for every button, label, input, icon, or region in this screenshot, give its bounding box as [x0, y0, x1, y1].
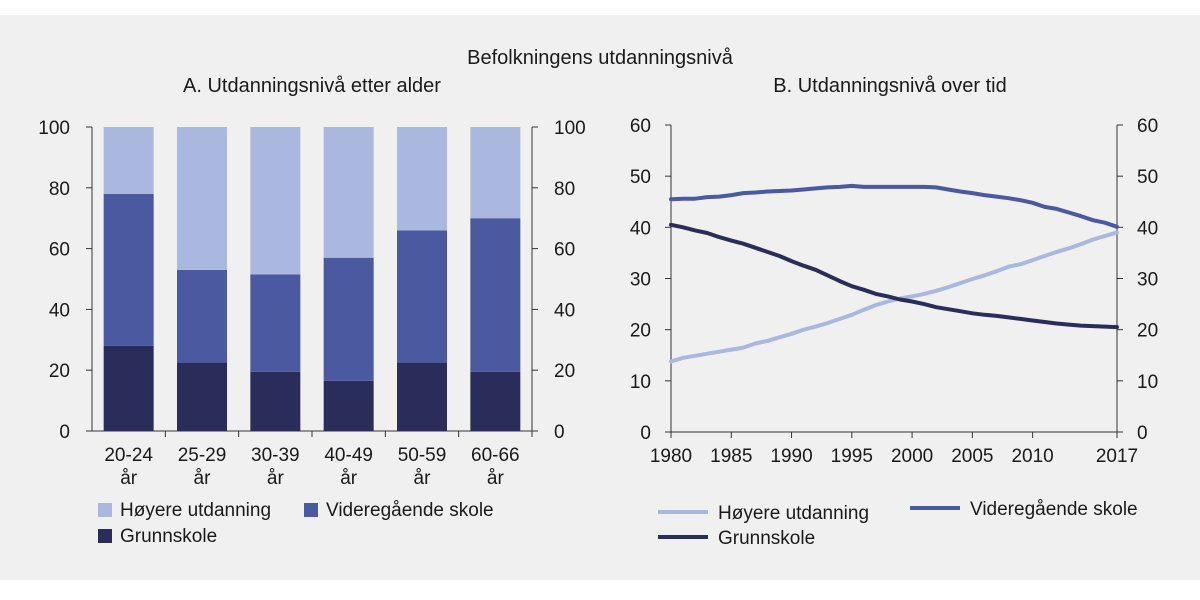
legend-label: Videregående skole: [970, 499, 1138, 520]
panel-a-category-label: 50-59: [398, 445, 447, 466]
panel-a-ytick-label-left: 0: [59, 422, 70, 443]
panel-a-ytick-label-right: 0: [554, 422, 565, 443]
panel-a-ytick-label-right: 20: [554, 361, 575, 382]
bar-videregaende: [397, 230, 447, 363]
panel-b-xtick-label: 1995: [831, 446, 873, 467]
panel-b-ytick-label-right: 0: [1137, 423, 1148, 444]
panel-a-category-label: 60-66: [471, 445, 520, 466]
panel-a: A. Utdanningsnivå etter alder 0 0 20 20 40 40…: [38, 75, 585, 547]
panel-a-ytick-label-left: 100: [38, 118, 70, 139]
panel-a-category-label: år: [340, 468, 358, 489]
bar-videregaende: [250, 274, 301, 372]
panel-a-ytick-label-right: 80: [554, 179, 575, 200]
panel-a-ytick-label-left: 40: [49, 300, 70, 321]
panel-a-category-label: år: [487, 468, 505, 489]
bar-grunnskole: [177, 362, 227, 431]
panel-a-category-label: 20-24: [104, 445, 153, 466]
legend-label: Grunnskole: [120, 526, 217, 547]
panel-a-category-label: 25-29: [178, 445, 227, 466]
panel-b-legend: Høyere utdanning Videregående skole Grunns…: [658, 499, 1138, 549]
panel-b-xtick-label: 2017: [1096, 446, 1138, 467]
panel-b-ytick-label-right: 20: [1137, 321, 1158, 342]
panel-b-xtick-label: 2010: [1011, 446, 1053, 467]
panel-b-ytick-label-left: 40: [630, 218, 651, 239]
panel-a-ytick-label-left: 80: [49, 179, 70, 200]
legend-swatch: [98, 503, 112, 517]
panel-b-ytick-label-left: 30: [630, 270, 651, 291]
legend-swatch: [304, 503, 318, 517]
bar-videregaende: [103, 193, 154, 346]
line-grunnskole: [669, 222, 1119, 330]
panel-a-category-label: år: [194, 468, 212, 489]
panel-a-ytick-label-left: 60: [49, 240, 70, 261]
panel-b-ytick-label-left: 0: [640, 423, 651, 444]
panel-a-category-label: år: [120, 468, 138, 489]
panel-a-category-label: 40-49: [324, 445, 373, 466]
panel-b-xtick-label: 2005: [951, 446, 993, 467]
legend-label: Grunnskole: [718, 528, 815, 549]
panel-b-ticks: 0 0 10 10 20 20 30 30 40 40 50 50 60 60 1980 1985 1990 19…: [630, 116, 1158, 467]
panel-b-ytick-label-right: 30: [1137, 270, 1158, 291]
panel-b-xtick-label: 1980: [650, 446, 692, 467]
bar-videregaende: [323, 257, 374, 381]
panel-a-axes: [86, 126, 538, 437]
panel-b-ytick-label-right: 50: [1137, 167, 1158, 188]
bar-hoyere: [103, 127, 154, 194]
bar-grunnskole: [470, 371, 521, 431]
panel-b-ytick-label-left: 50: [630, 167, 651, 188]
bar-hoyere: [397, 127, 447, 231]
panel-a-legend: Høyere utdanning Videregående skole Grunns…: [98, 500, 494, 547]
panel-a-title: A. Utdanningsnivå etter alder: [183, 75, 441, 97]
panel-b-ytick-label-left: 10: [630, 372, 651, 393]
panel-b-ytick-label-right: 40: [1137, 218, 1158, 239]
panel-b: B. Utdanningsnivå over tid 0 0 10 10 20 20 30 3…: [630, 75, 1158, 549]
legend-label: Videregående skole: [326, 500, 494, 521]
panel-a-category-label: 30-39: [251, 445, 300, 466]
bar-hoyere: [470, 127, 521, 219]
panel-b-xtick-label: 2000: [891, 446, 933, 467]
bar-hoyere: [250, 127, 301, 275]
panel-a-category-label: år: [267, 468, 285, 489]
panel-b-xtick-label: 1985: [710, 446, 752, 467]
legend-swatch: [98, 529, 112, 543]
legend-label: Høyere utdanning: [718, 503, 869, 524]
bar-videregaende: [177, 269, 227, 363]
bar-hoyere: [323, 127, 374, 258]
bar-grunnskole: [397, 362, 447, 431]
figure-title: Befolkningens utdanningsnivå: [467, 47, 734, 69]
bar-grunnskole: [323, 380, 374, 431]
panel-b-ytick-label-left: 60: [630, 116, 651, 137]
panel-b-ytick-label-left: 20: [630, 321, 651, 342]
panel-b-xtick-label: 1990: [770, 446, 812, 467]
panel-a-ytick-label-right: 60: [554, 240, 575, 261]
bar-grunnskole: [250, 371, 301, 431]
panel-b-ytick-label-right: 60: [1137, 116, 1158, 137]
panel-a-ytick-label-right: 100: [554, 118, 586, 139]
panel-a-category-label: år: [414, 468, 432, 489]
panel-a-ytick-label-right: 40: [554, 300, 575, 321]
panel-b-title: B. Utdanningsnivå over tid: [773, 75, 1006, 97]
legend-label: Høyere utdanning: [120, 500, 271, 521]
bar-grunnskole: [103, 345, 154, 431]
panel-a-ytick-label-left: 20: [49, 361, 70, 382]
bar-videregaende: [470, 218, 521, 372]
line-videregaende: [669, 183, 1119, 229]
panel-a-bars: [103, 127, 521, 431]
panel-b-lines: [669, 183, 1119, 364]
bar-hoyere: [177, 127, 227, 270]
panel-b-ytick-label-right: 10: [1137, 372, 1158, 393]
